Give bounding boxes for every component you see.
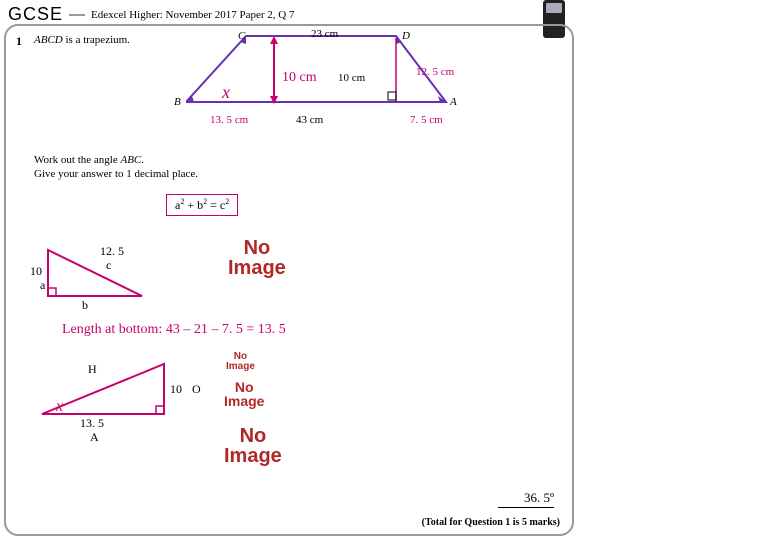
label-d: D — [402, 30, 410, 42]
noimage-2: NoImage — [226, 352, 255, 372]
meas-height: 10 cm — [282, 70, 317, 86]
label-x: x — [222, 82, 230, 103]
meas-right-small: 10 cm — [338, 72, 365, 84]
tri1-svg — [34, 246, 154, 306]
work-line1-end: . — [141, 154, 144, 166]
trapezium-diagram: C D B A 23 cm 10 cm 10 cm 12. 5 cm x 13.… — [186, 32, 466, 142]
tri1-b: b — [82, 298, 88, 313]
meas-dc: 23 cm — [311, 28, 338, 40]
work-line1-a: Work out the angle — [34, 154, 120, 166]
label-c: C — [238, 30, 245, 42]
tri2-base: 13. 5 — [80, 416, 104, 431]
tri1-hyp: 12. 5 — [100, 244, 124, 259]
label-b: B — [174, 96, 181, 108]
triangle-2: H 10 O x 13. 5 A — [36, 358, 186, 430]
tri1-a: a — [40, 278, 45, 293]
question-number: 1 — [16, 34, 22, 49]
stem-rest: is a trapezium. — [63, 34, 130, 46]
work-line2: Give your answer to 1 decimal place. — [34, 168, 198, 180]
meas-da: 12. 5 cm — [416, 66, 454, 78]
work-line1: Work out the angle ABC. — [34, 154, 144, 166]
triangle-1: 10 a 12. 5 c b — [34, 246, 154, 306]
noimage-3: NoImage — [224, 380, 264, 408]
meas-left-bottom: 13. 5 cm — [210, 114, 248, 126]
tri1-10: 10 — [30, 264, 42, 279]
final-answer: 36. 5º — [524, 490, 554, 506]
tri2-O: O — [192, 382, 201, 397]
tri2-x: x — [56, 398, 63, 416]
question-frame: 1 ABCD is a trapezium. C D B A 23 — [4, 24, 574, 536]
length-calc: Length at bottom: 43 – 21 – 7. 5 = 13. 5 — [62, 322, 286, 338]
gcse-badge: GCSE — [8, 4, 63, 25]
tri2-A: A — [90, 430, 99, 445]
meas-ba: 43 cm — [296, 114, 323, 126]
noimage-4: NoImage — [224, 426, 282, 466]
meas-right-bottom: 7. 5 cm — [410, 114, 443, 126]
page-header: GCSE Edexcel Higher: November 2017 Paper… — [8, 4, 294, 25]
header-rule — [69, 14, 85, 16]
f-plus: + — [184, 198, 197, 212]
tri2-10: 10 — [170, 382, 182, 397]
f-eq: = — [207, 198, 220, 212]
tri2-H: H — [88, 362, 97, 377]
answer-rule — [498, 507, 554, 508]
noimage-1: NoImage — [228, 238, 286, 278]
stem-abcd: ABCD — [34, 34, 63, 46]
tri1-c: c — [106, 258, 111, 273]
pythagoras-formula: a2 + b2 = c2 — [166, 194, 238, 216]
question-stem: ABCD is a trapezium. — [34, 34, 130, 46]
paper-reference: Edexcel Higher: November 2017 Paper 2, Q… — [91, 9, 294, 21]
tri2-svg — [36, 358, 186, 430]
marks-total: (Total for Question 1 is 5 marks) — [422, 517, 560, 528]
label-a: A — [450, 96, 457, 108]
work-line1-abc: ABC — [120, 154, 141, 166]
